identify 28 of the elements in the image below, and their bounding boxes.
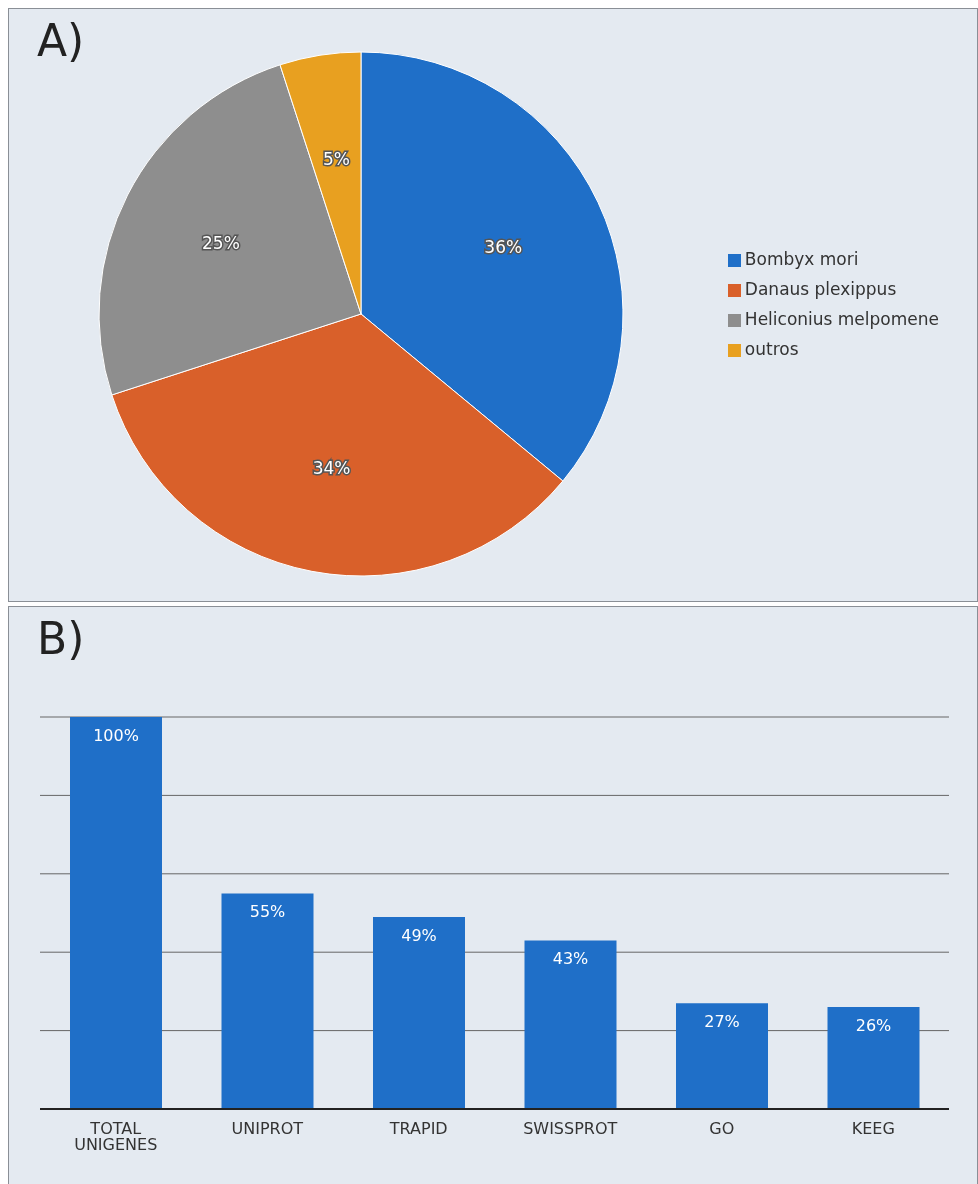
data-label: 5% — [322, 148, 350, 169]
bar — [827, 1007, 920, 1109]
chart-title: A) — [37, 15, 85, 66]
bar — [70, 717, 162, 1109]
x-tick-label: UNIPROT — [231, 1119, 304, 1139]
data-label: 26% — [855, 1016, 892, 1036]
legend-label: Heliconius melpomene — [744, 309, 939, 329]
bar — [524, 940, 617, 1109]
data-label: 55% — [249, 902, 286, 922]
chart-title: B) — [37, 613, 85, 664]
data-label: 49% — [401, 925, 437, 945]
data-label: 34% — [312, 458, 351, 479]
legend-label: Danaus plexippus — [744, 279, 897, 299]
legend-label: outros — [744, 339, 799, 359]
bar — [676, 1003, 768, 1109]
data-label: 25% — [202, 232, 240, 253]
legend-label: Bombyx mori — [744, 249, 859, 269]
x-tick-label: TOTAL UNIGENES — [74, 1119, 158, 1155]
x-tick-label: TRAPID — [388, 1119, 448, 1139]
x-tick-label: SWISSPROT — [523, 1119, 618, 1139]
data-label: 100% — [93, 726, 139, 745]
data-label: 27% — [704, 1012, 740, 1032]
data-label: 36% — [484, 237, 523, 258]
x-tick-label: GO — [709, 1119, 735, 1139]
data-label: 43% — [552, 949, 589, 969]
bar — [221, 893, 314, 1109]
x-tick-label: KEEG — [851, 1119, 895, 1139]
bar — [373, 916, 465, 1109]
